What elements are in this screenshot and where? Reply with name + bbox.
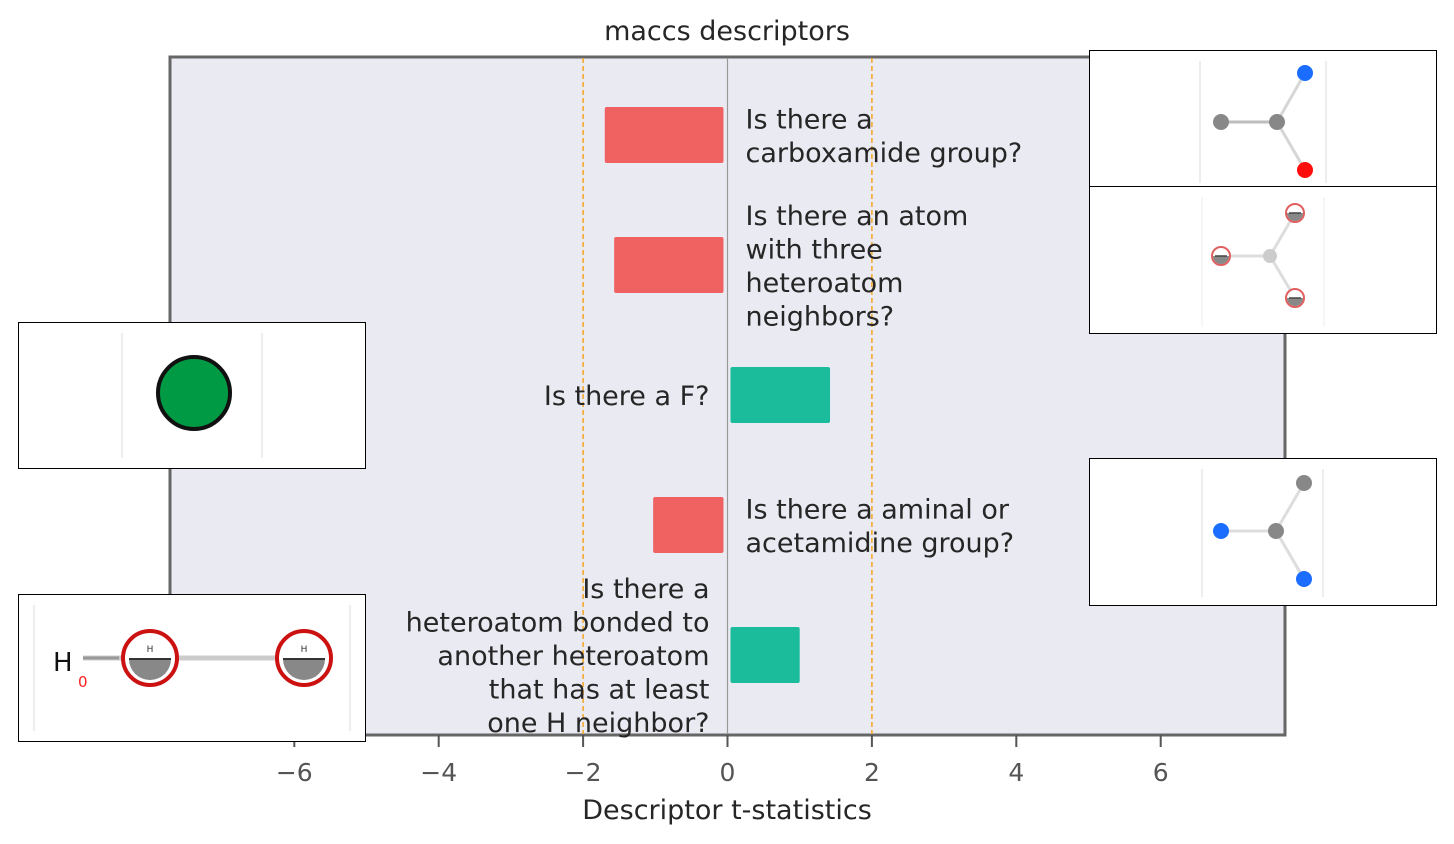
chart-title: maccs descriptors — [604, 16, 850, 47]
svg-text:H: H — [147, 645, 154, 655]
category-label-0: Is there a carboxamide group? — [746, 104, 1023, 169]
category-label-3: Is there a aminal or acetamidine group? — [746, 494, 1015, 559]
bar-3 — [653, 497, 724, 553]
category-label-1-line-3: neighbors? — [746, 301, 895, 332]
category-label-3-line-0: Is there a aminal or — [746, 494, 1010, 525]
x-tick-label-1: −4 — [420, 758, 457, 787]
category-label-1-line-0: Is there an atom — [746, 201, 969, 232]
svg-text:H: H — [301, 645, 308, 655]
category-label-4-line-3: that has at least — [489, 675, 710, 706]
category-label-1: Is there an atom with three heteroatom neig… — [746, 201, 969, 333]
three-heteroatom-neighbors-structure-image — [1089, 186, 1437, 334]
bars — [604, 107, 831, 683]
category-labels: Is there a carboxamide group?Is there an … — [406, 104, 1023, 739]
category-label-0-line-0: Is there a — [746, 104, 873, 135]
hydrogen-atom-label: H — [53, 648, 73, 678]
x-tick-label-4: 2 — [864, 758, 880, 787]
category-label-4: Is there a heteroatom bonded to another he… — [406, 574, 710, 739]
category-label-2-line-0: Is there a F? — [544, 381, 710, 412]
svg-text:0: 0 — [78, 673, 88, 691]
category-label-2: Is there a F? — [544, 381, 710, 412]
bar-2 — [730, 367, 831, 423]
fluorine-structure-image — [18, 322, 366, 469]
x-axis-label: Descriptor t-statistics — [582, 795, 872, 826]
category-label-1-line-2: heteroatom — [746, 268, 904, 299]
category-label-4-line-1: heteroatom bonded to — [406, 608, 710, 639]
category-label-4-line-0: Is there a — [582, 574, 709, 605]
category-label-4-line-4: one H neighbor? — [487, 708, 709, 739]
x-tick-label-0: −6 — [276, 758, 313, 787]
bar-0 — [604, 107, 724, 163]
heteroatom-bonded-h-structure-image: H 0 H H — [18, 594, 366, 742]
bar-1 — [614, 237, 724, 293]
aminal-acetamidine-structure-image — [1089, 458, 1437, 606]
category-label-0-line-1: carboxamide group? — [746, 138, 1023, 169]
threshold-lines — [582, 58, 873, 734]
x-tick-label-5: 4 — [1008, 758, 1024, 787]
category-label-1-line-1: with three — [746, 234, 883, 265]
carboxamide-structure-image — [1089, 50, 1437, 188]
x-tick-label-6: 6 — [1153, 758, 1169, 787]
category-label-4-line-2: another heteroatom — [437, 641, 709, 672]
bar-4 — [730, 627, 800, 683]
x-tick-label-3: 0 — [720, 758, 736, 787]
x-axis: −6 −4 −2 0 2 4 6 — [276, 735, 1169, 787]
x-tick-label-2: −2 — [565, 758, 602, 787]
category-label-3-line-1: acetamidine group? — [746, 528, 1015, 559]
